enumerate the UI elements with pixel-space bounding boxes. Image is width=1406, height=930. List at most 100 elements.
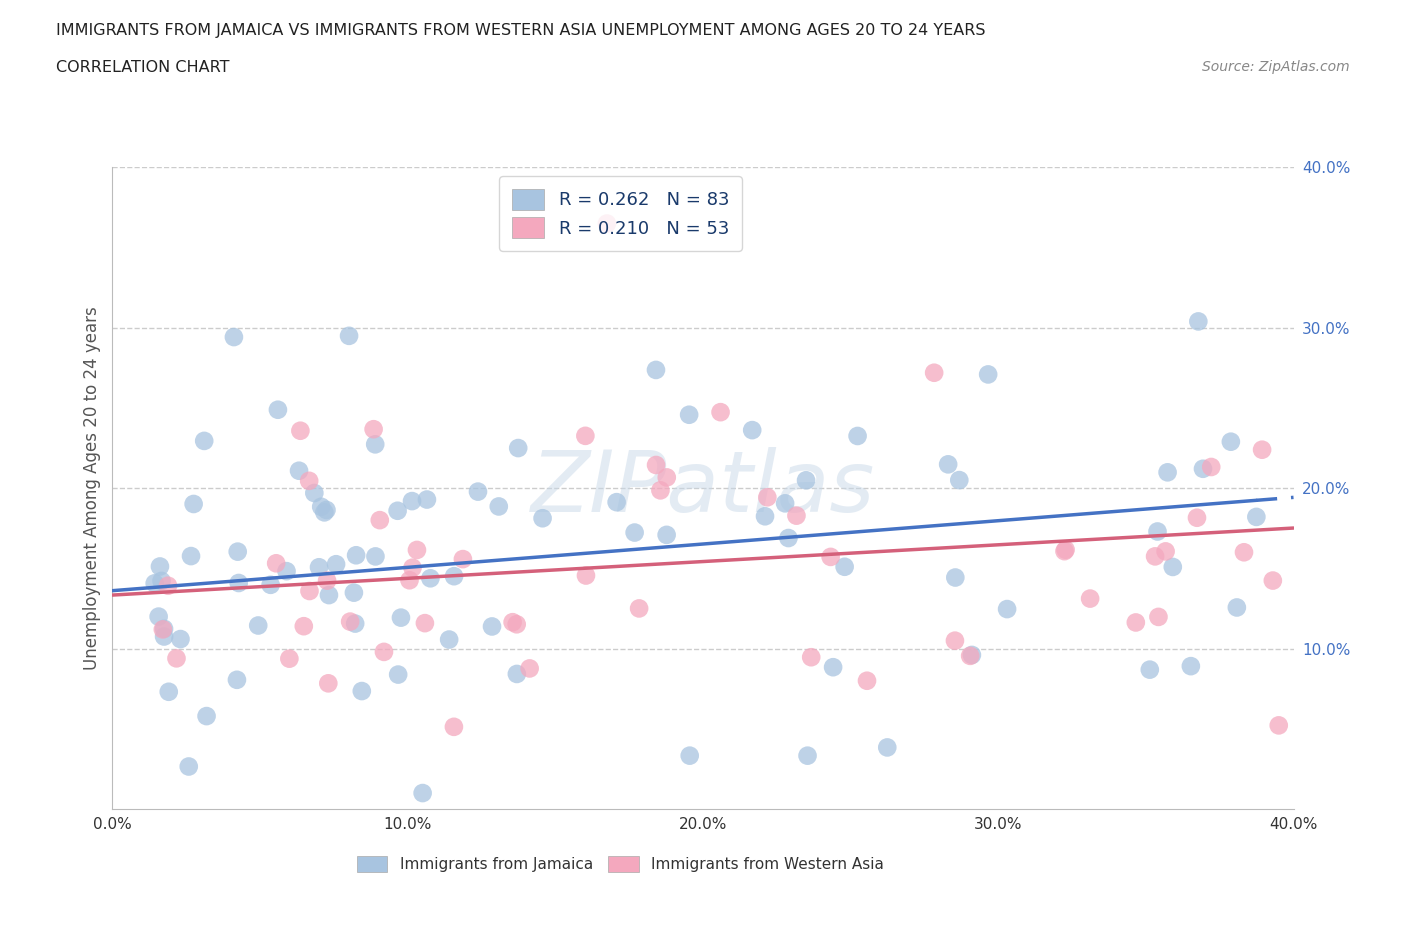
Point [796, 749, 818, 764]
Point [709, 405, 731, 419]
Point [364, 437, 387, 452]
Point [416, 492, 439, 507]
Point [1054, 542, 1077, 557]
Point [389, 610, 412, 625]
Point [228, 576, 250, 591]
Point [773, 496, 796, 511]
Point [308, 560, 330, 575]
Point [1147, 609, 1170, 624]
Point [316, 573, 339, 588]
Point [623, 525, 645, 540]
Point [1199, 459, 1222, 474]
Point [169, 631, 191, 646]
Point [1219, 434, 1241, 449]
Point [363, 422, 385, 437]
Point [1246, 510, 1268, 525]
Point [412, 786, 434, 801]
Point [318, 676, 340, 691]
Point [344, 617, 367, 631]
Point [655, 527, 678, 542]
Point [337, 328, 360, 343]
Point [413, 616, 436, 631]
Point [800, 650, 823, 665]
Point [1139, 662, 1161, 677]
Point [1154, 544, 1177, 559]
Point [679, 749, 702, 764]
Point [157, 684, 180, 699]
Legend: Immigrants from Jamaica, Immigrants from Western Asia: Immigrants from Jamaica, Immigrants from… [350, 850, 890, 879]
Point [373, 644, 395, 659]
Point [794, 472, 817, 487]
Point [315, 502, 337, 517]
Point [143, 576, 166, 591]
Point [820, 550, 842, 565]
Point [344, 548, 367, 563]
Point [148, 609, 170, 624]
Point [288, 463, 311, 478]
Point [325, 557, 347, 572]
Point [150, 574, 173, 589]
Point [401, 494, 423, 509]
Point [936, 457, 959, 472]
Point [943, 570, 966, 585]
Point [531, 511, 554, 525]
Point [318, 588, 340, 603]
Point [506, 667, 529, 682]
Point [1144, 549, 1167, 564]
Point [1161, 560, 1184, 575]
Point [519, 661, 541, 676]
Point [226, 672, 249, 687]
Point [401, 560, 423, 575]
Point [959, 648, 981, 663]
Point [398, 573, 420, 588]
Point [508, 441, 530, 456]
Point [502, 615, 524, 630]
Point [645, 458, 668, 472]
Y-axis label: Unemployment Among Ages 20 to 24 years: Unemployment Among Ages 20 to 24 years [83, 306, 101, 671]
Point [157, 578, 180, 593]
Point [343, 585, 366, 600]
Point [995, 602, 1018, 617]
Point [264, 556, 287, 571]
Point [437, 632, 460, 647]
Point [650, 483, 672, 498]
Point [481, 619, 503, 634]
Point [195, 709, 218, 724]
Point [606, 495, 628, 510]
Point [443, 720, 465, 735]
Point [339, 614, 361, 629]
Point [856, 673, 879, 688]
Point [350, 684, 373, 698]
Point [1267, 718, 1289, 733]
Point [823, 659, 845, 674]
Point [292, 618, 315, 633]
Text: CORRELATION CHART: CORRELATION CHART [56, 60, 229, 75]
Point [645, 363, 668, 378]
Point [177, 759, 200, 774]
Point [267, 403, 290, 418]
Point [467, 485, 489, 499]
Point [756, 490, 779, 505]
Point [678, 407, 700, 422]
Point [1156, 465, 1178, 480]
Text: Source: ZipAtlas.com: Source: ZipAtlas.com [1202, 60, 1350, 74]
Point [1233, 545, 1256, 560]
Point [166, 651, 188, 666]
Point [183, 497, 205, 512]
Point [304, 485, 326, 500]
Point [298, 473, 321, 488]
Point [1187, 314, 1209, 329]
Point [149, 559, 172, 574]
Point [778, 531, 800, 546]
Point [193, 433, 215, 448]
Point [451, 551, 474, 566]
Point [1180, 658, 1202, 673]
Point [368, 512, 391, 527]
Text: ZIPatlas: ZIPatlas [531, 446, 875, 530]
Point [574, 429, 596, 444]
Point [948, 472, 970, 487]
Point [387, 667, 409, 682]
Point [364, 549, 387, 564]
Point [741, 422, 763, 437]
Point [180, 549, 202, 564]
